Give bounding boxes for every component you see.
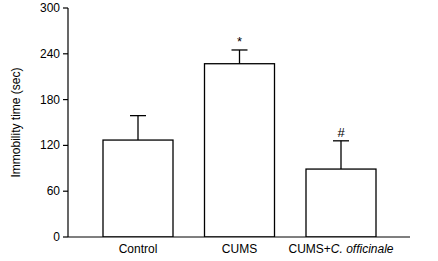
error-cap bbox=[232, 49, 248, 50]
y-tick bbox=[63, 191, 68, 192]
error-stem bbox=[137, 116, 138, 140]
annotation: # bbox=[337, 125, 345, 140]
bar bbox=[205, 64, 275, 237]
y-tick bbox=[63, 53, 68, 54]
x-tick-label: Control bbox=[119, 242, 158, 256]
error-stem bbox=[239, 50, 240, 64]
error-cap bbox=[333, 140, 349, 141]
y-tick-label: 180 bbox=[40, 93, 60, 107]
y-tick-label: 0 bbox=[53, 230, 60, 244]
label-part: CUMS+ bbox=[288, 242, 330, 256]
error-bar bbox=[333, 141, 349, 169]
y-tick bbox=[63, 7, 68, 8]
bar bbox=[306, 169, 376, 237]
y-tick-label: 240 bbox=[40, 47, 60, 61]
y-tick bbox=[63, 145, 68, 146]
y-axis-line bbox=[67, 8, 68, 237]
y-tick-label: 300 bbox=[40, 1, 60, 15]
error-stem bbox=[340, 141, 341, 169]
y-tick-label: 120 bbox=[40, 138, 60, 152]
chart-svg: 0 60 120 180 240 300 Control CUMS CUMS+C. offici… bbox=[0, 0, 438, 261]
x-axis-line bbox=[68, 236, 410, 237]
bars bbox=[103, 50, 376, 237]
y-tick bbox=[63, 99, 68, 100]
error-bar bbox=[130, 116, 146, 140]
y-tick-label: 60 bbox=[47, 184, 61, 198]
error-bar bbox=[232, 50, 248, 64]
y-tick bbox=[63, 236, 68, 237]
chart-container: 0 60 120 180 240 300 Control CUMS CUMS+C. offici… bbox=[0, 0, 438, 261]
label-part: C. officinale bbox=[331, 242, 394, 256]
x-tick-label: CUMS+C. officinale bbox=[288, 242, 393, 256]
annotation: * bbox=[237, 34, 242, 49]
y-axis-label: Immobility time (sec) bbox=[9, 67, 23, 177]
x-tick-label: CUMS bbox=[222, 242, 257, 256]
error-cap bbox=[130, 115, 146, 116]
bar bbox=[103, 140, 173, 237]
